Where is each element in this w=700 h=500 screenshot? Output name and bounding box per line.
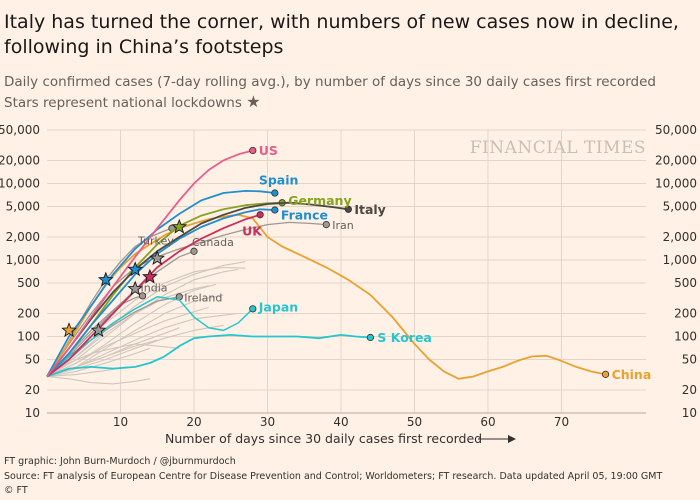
series-endpoint-s-korea xyxy=(366,333,374,342)
series-endpoint-canada xyxy=(190,247,198,255)
background-series-line xyxy=(46,306,209,377)
y-tick-label-left: 200 xyxy=(17,306,40,320)
series-label-china: China xyxy=(612,367,652,382)
series-line-france xyxy=(46,208,275,378)
line-chart: FINANCIAL TIMES Iran Canada Turkey India Ire… xyxy=(0,123,697,446)
series-endpoint-spain xyxy=(271,189,279,197)
series-label-iran: Iran xyxy=(332,219,354,232)
series-line-us xyxy=(46,149,254,378)
lockdown-stars-group xyxy=(61,218,188,338)
series-label-ireland: Ireland xyxy=(184,291,222,304)
chart-title: Italy has turned the corner, with number… xyxy=(4,11,679,58)
lockdown-star-spain xyxy=(97,271,114,287)
background-series-line xyxy=(46,375,150,385)
series-label-germany: Germany xyxy=(288,193,351,208)
ft-watermark: FINANCIAL TIMES xyxy=(470,138,646,158)
x-tick-label: 60 xyxy=(480,415,495,429)
x-tick-label: 40 xyxy=(333,415,348,429)
y-tick-label-right: 10 xyxy=(682,406,697,420)
series-label-turkey: Turkey xyxy=(137,235,174,248)
x-axis-arrow xyxy=(478,435,516,443)
series-endpoint-iran xyxy=(322,221,330,229)
y-tick-label-right: 50 xyxy=(682,353,697,367)
y-tick-label-right: 2,000 xyxy=(663,230,697,244)
star-legend-icon: ★ xyxy=(246,92,261,111)
x-tick-label: 30 xyxy=(260,415,275,429)
y-tick-label-right: 20 xyxy=(682,383,697,397)
lockdown-star-germany xyxy=(171,218,188,234)
subtitle-line-2: Stars represent national lockdowns ★ xyxy=(4,92,656,113)
series-endpoint-us xyxy=(249,146,257,155)
y-tick-label-left: 50,000 xyxy=(0,123,40,137)
y-tick-label-left: 20,000 xyxy=(0,153,40,167)
background-series-line xyxy=(46,285,209,377)
series-group xyxy=(46,146,610,380)
y-tick-label-right: 10,000 xyxy=(655,176,697,190)
series-label-india: India xyxy=(141,281,168,294)
y-tick-label-left: 500 xyxy=(17,276,40,290)
chart-grid xyxy=(47,129,646,414)
y-tick-label-right: 1,000 xyxy=(663,253,697,267)
series-label-canada: Canada xyxy=(192,236,234,249)
y-tick-label-left: 10,000 xyxy=(0,176,40,190)
series-label-us: US xyxy=(259,143,278,158)
lockdown-star-italy xyxy=(127,280,144,296)
series-endpoint-france xyxy=(271,206,279,214)
x-tick-label: 10 xyxy=(113,415,128,429)
series-line-spain xyxy=(46,190,275,377)
series-label-japan: Japan xyxy=(258,299,298,314)
series-label-s-korea: S Korea xyxy=(377,330,432,345)
x-tick-label: 50 xyxy=(407,415,422,429)
footer-credit: FT graphic: John Burn-Murdoch / @jburnmu… xyxy=(4,456,236,467)
y-tick-label-right: 100 xyxy=(674,329,697,343)
subtitle-line-2-text: Stars represent national lockdowns xyxy=(4,95,242,111)
y-tick-label-right: 50,000 xyxy=(655,123,697,137)
lockdown-star-italy xyxy=(90,322,107,338)
series-line-china xyxy=(46,213,606,380)
footer-copyright: © FT xyxy=(4,485,28,496)
lockdown-star-italy xyxy=(149,250,166,266)
y-tick-label-left: 100 xyxy=(17,329,40,343)
y-tick-label-left: 50 xyxy=(25,353,40,367)
lockdown-star-china xyxy=(61,322,77,338)
series-label-uk: UK xyxy=(242,223,263,238)
y-tick-label-left: 2,000 xyxy=(6,230,40,244)
y-tick-label-left: 20 xyxy=(25,383,40,397)
axes-group: 10 10 20 20 50 50 100 100 200 200 500 500 1,000 1,000… xyxy=(0,123,697,429)
y-tick-label-right: 5,000 xyxy=(663,200,697,214)
series-line-s-korea xyxy=(46,334,371,378)
lockdown-star-france xyxy=(127,261,144,277)
y-tick-label-right: 20,000 xyxy=(655,153,697,167)
x-tick-label: 20 xyxy=(186,415,201,429)
series-line-italy xyxy=(46,201,349,378)
series-endpoint-india xyxy=(138,292,147,300)
x-tick-label: 70 xyxy=(554,415,569,429)
chart-subtitle: Daily confirmed cases (7-day rolling avg… xyxy=(4,72,656,113)
series-label-italy: Italy xyxy=(354,202,386,217)
series-endpoint-china xyxy=(601,370,610,378)
series-line-japan xyxy=(46,296,254,378)
lockdown-star-uk xyxy=(142,268,158,284)
y-tick-label-right: 500 xyxy=(674,276,697,290)
background-series-line xyxy=(46,343,180,377)
y-tick-label-left: 10 xyxy=(25,406,40,420)
y-tick-label-right: 200 xyxy=(674,306,697,320)
series-endpoint-italy xyxy=(344,205,352,213)
series-labels-group: Iran Canada Turkey India Ireland Japan S Korea… xyxy=(137,143,651,382)
series-label-spain: Spain xyxy=(259,173,299,188)
series-line-uk xyxy=(46,213,261,378)
series-label-france: France xyxy=(281,208,328,223)
subtitle-line-1: Daily confirmed cases (7-day rolling avg… xyxy=(4,74,656,90)
y-tick-label-left: 5,000 xyxy=(6,200,40,214)
footer: FT graphic: John Burn-Murdoch / @jburnmu… xyxy=(4,455,696,499)
y-tick-label-left: 1,000 xyxy=(6,253,40,267)
x-axis-label: Number of days since 30 daily cases firs… xyxy=(165,431,482,446)
series-endpoint-japan xyxy=(249,305,257,313)
footer-source: Source: FT analysis of European Centre f… xyxy=(4,470,663,482)
background-series-line xyxy=(46,347,151,378)
series-endpoint-uk xyxy=(256,211,264,219)
